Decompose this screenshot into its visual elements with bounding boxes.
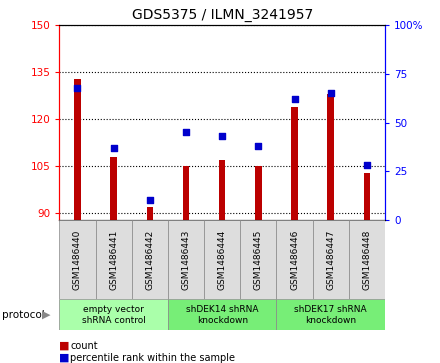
Bar: [147, 207, 153, 220]
Text: protocol: protocol: [2, 310, 45, 320]
Bar: [219, 160, 225, 220]
Text: GSM1486443: GSM1486443: [182, 229, 191, 290]
Text: GSM1486448: GSM1486448: [363, 229, 371, 290]
Bar: [276, 299, 385, 330]
Bar: [74, 79, 81, 220]
Bar: [255, 166, 262, 220]
Text: ▶: ▶: [42, 310, 50, 320]
Text: GSM1486440: GSM1486440: [73, 229, 82, 290]
Text: GSM1486447: GSM1486447: [326, 229, 335, 290]
Bar: [168, 299, 276, 330]
Text: ■: ■: [59, 352, 70, 363]
Text: shDEK14 shRNA
knockdown: shDEK14 shRNA knockdown: [186, 305, 258, 325]
Text: GSM1486442: GSM1486442: [145, 229, 154, 290]
Text: GSM1486445: GSM1486445: [254, 229, 263, 290]
Bar: [363, 173, 370, 220]
Bar: [59, 220, 95, 299]
Point: [110, 145, 117, 151]
Point: [363, 162, 370, 168]
Text: shDEK17 shRNA
knockdown: shDEK17 shRNA knockdown: [294, 305, 367, 325]
Bar: [110, 157, 117, 220]
Bar: [327, 94, 334, 220]
Text: GSM1486444: GSM1486444: [218, 229, 227, 290]
Bar: [349, 220, 385, 299]
Bar: [132, 220, 168, 299]
Text: ■: ■: [59, 340, 70, 351]
Point: [255, 143, 262, 149]
Point: [74, 85, 81, 90]
Bar: [313, 220, 349, 299]
Bar: [168, 220, 204, 299]
Point: [183, 129, 190, 135]
Text: percentile rank within the sample: percentile rank within the sample: [70, 352, 235, 363]
Text: count: count: [70, 340, 98, 351]
Bar: [95, 220, 132, 299]
Text: GSM1486441: GSM1486441: [109, 229, 118, 290]
Point: [291, 96, 298, 102]
Point: [327, 90, 334, 96]
Bar: [183, 166, 189, 220]
Bar: [291, 107, 298, 220]
Bar: [240, 220, 276, 299]
Text: empty vector
shRNA control: empty vector shRNA control: [82, 305, 146, 325]
Bar: [276, 220, 313, 299]
Point: [147, 197, 154, 203]
Bar: [59, 299, 168, 330]
Bar: [204, 220, 240, 299]
Point: [219, 133, 226, 139]
Title: GDS5375 / ILMN_3241957: GDS5375 / ILMN_3241957: [132, 8, 313, 22]
Text: GSM1486446: GSM1486446: [290, 229, 299, 290]
